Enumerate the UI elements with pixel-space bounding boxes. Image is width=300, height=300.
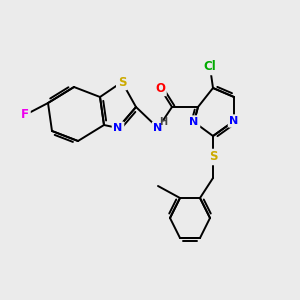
Text: Cl: Cl: [204, 61, 216, 74]
Text: N: N: [189, 117, 199, 127]
Text: O: O: [155, 82, 165, 94]
Text: F: F: [21, 109, 29, 122]
Text: H: H: [159, 117, 167, 127]
Text: S: S: [209, 151, 217, 164]
Text: N: N: [113, 123, 123, 133]
Text: S: S: [118, 76, 126, 88]
Text: N: N: [230, 116, 238, 126]
Text: N: N: [153, 123, 163, 133]
